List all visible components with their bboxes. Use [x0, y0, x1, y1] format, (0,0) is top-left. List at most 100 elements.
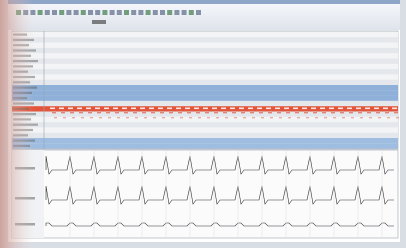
- event-mark: [259, 112, 263, 113]
- event-mark: [124, 112, 128, 113]
- event-mark: [99, 117, 102, 118]
- event-mark: [203, 108, 208, 110]
- event-mark: [97, 112, 101, 113]
- event-mark: [72, 117, 75, 118]
- event-mark: [176, 108, 181, 110]
- event-mark: [169, 112, 173, 113]
- toolbar-icon: [88, 10, 93, 15]
- event-mark: [104, 108, 109, 110]
- event-mark: [268, 112, 272, 113]
- event-mark: [52, 112, 56, 113]
- toolbar-icon: [102, 10, 107, 15]
- event-row: [12, 127, 398, 132]
- event-mark: [140, 108, 145, 110]
- event-mark: [241, 112, 245, 113]
- event-mark: [115, 112, 119, 113]
- event-mark: [351, 117, 354, 118]
- page: (() => { const data = JSON.parse(documen…: [0, 0, 406, 248]
- event-mark: [277, 112, 281, 113]
- event-mark: [135, 117, 138, 118]
- event-mark: [133, 112, 137, 113]
- event-mark: [153, 117, 156, 118]
- toolbar-icon: [124, 10, 129, 15]
- event-mark: [86, 108, 91, 110]
- event-mark: [225, 117, 228, 118]
- toolbar-icon: [160, 10, 165, 15]
- toolbar-icon: [153, 10, 158, 15]
- event-mark: [360, 117, 363, 118]
- event-mark: [126, 117, 129, 118]
- event-mark: [158, 108, 163, 110]
- title-bar: [8, 0, 400, 4]
- event-mark: [207, 117, 210, 118]
- event-mark: [144, 117, 147, 118]
- toolbar-icon: [174, 10, 179, 15]
- event-mark: [187, 112, 191, 113]
- toolbar-icon: [131, 10, 136, 15]
- event-mark: [171, 117, 174, 118]
- event-mark: [349, 112, 353, 113]
- event-mark: [68, 108, 73, 110]
- event-mark: [385, 112, 389, 113]
- event-row: [12, 64, 398, 69]
- event-mark: [142, 112, 146, 113]
- event-mark: [50, 108, 55, 110]
- event-mark: [106, 112, 110, 113]
- toolbar-icon: [196, 10, 201, 15]
- hand-blur: [0, 0, 34, 248]
- event-row: [12, 69, 398, 74]
- toolbar-icon: [110, 10, 115, 15]
- event-row: [12, 133, 398, 138]
- event-mark: [288, 117, 291, 118]
- toolbar-icon: [95, 10, 100, 15]
- event-mark: [248, 108, 253, 110]
- event-rows: [12, 31, 399, 149]
- event-row: [12, 48, 398, 53]
- event-mark: [234, 117, 237, 118]
- event-row: [12, 85, 398, 90]
- event-mark: [376, 112, 380, 113]
- event-mark: [302, 108, 307, 110]
- event-row: [12, 90, 398, 95]
- event-mark: [279, 117, 282, 118]
- event-mark: [266, 108, 271, 110]
- event-mark: [77, 108, 82, 110]
- event-mark: [313, 112, 317, 113]
- event-mark: [304, 112, 308, 113]
- event-mark: [315, 117, 318, 118]
- event-mark: [365, 108, 370, 110]
- event-mark: [250, 112, 254, 113]
- event-mark: [320, 108, 325, 110]
- event-mark: [151, 112, 155, 113]
- event-mark: [180, 117, 183, 118]
- toolbar-icon: [138, 10, 143, 15]
- event-row: [12, 122, 398, 127]
- event-mark: [367, 112, 371, 113]
- event-mark: [239, 108, 244, 110]
- event-mark: [230, 108, 235, 110]
- event-mark: [212, 108, 217, 110]
- event-mark: [311, 108, 316, 110]
- event-mark: [252, 117, 255, 118]
- event-mark: [261, 117, 264, 118]
- toolbar: [8, 4, 400, 30]
- event-mark: [198, 117, 201, 118]
- event-mark: [205, 112, 209, 113]
- screenshot: [0, 0, 406, 248]
- event-row: [12, 74, 398, 79]
- event-mark: [223, 112, 227, 113]
- event-mark: [331, 112, 335, 113]
- event-mark: [122, 108, 127, 110]
- event-mark: [286, 112, 290, 113]
- event-mark: [149, 108, 154, 110]
- event-mark: [95, 108, 100, 110]
- toolbar-icon: [117, 10, 122, 15]
- event-mark: [189, 117, 192, 118]
- toolbar-icon: [66, 10, 71, 15]
- event-row: [12, 53, 398, 58]
- toolbar-icon: [92, 20, 106, 24]
- event-row: [12, 32, 398, 37]
- event-row: [12, 96, 398, 101]
- event-mark: [275, 108, 280, 110]
- toolbar-icon: [146, 10, 151, 15]
